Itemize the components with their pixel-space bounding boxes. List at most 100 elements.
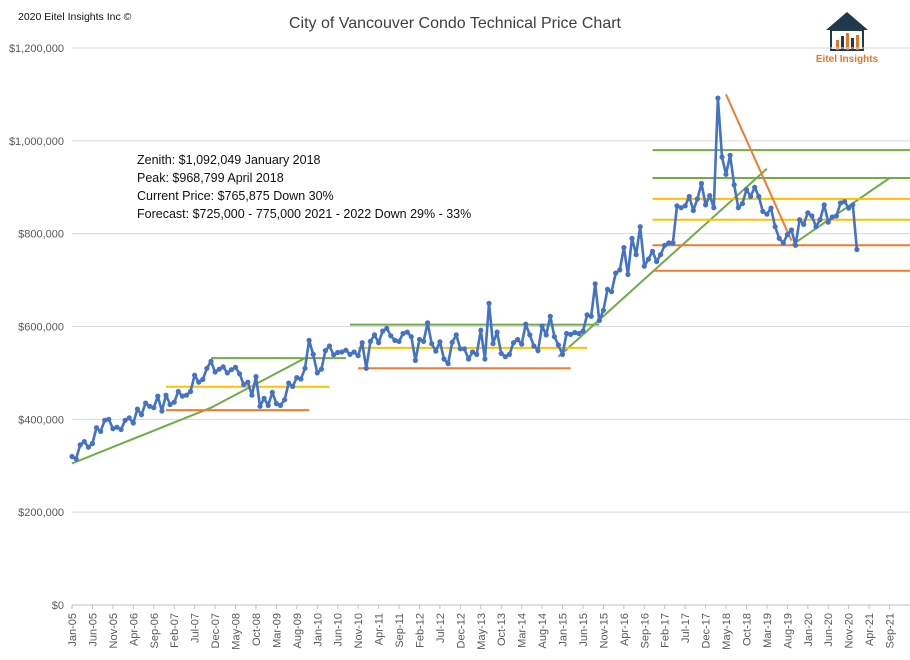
x-tick-label: Sep-11 <box>394 613 406 648</box>
data-point <box>183 392 190 398</box>
data-point <box>465 356 472 362</box>
data-point <box>527 332 533 338</box>
brand-logo: Eitel Insights <box>816 12 879 65</box>
data-point <box>367 338 373 344</box>
data-point <box>502 354 508 360</box>
x-tick-label: Jul-07 <box>190 613 202 643</box>
data-point <box>592 281 598 287</box>
data-point <box>559 351 566 357</box>
data-point <box>376 340 382 346</box>
data-point <box>609 289 615 295</box>
data-point <box>768 205 774 211</box>
y-tick-label: $1,200,000 <box>9 43 64 55</box>
data-point <box>703 202 709 208</box>
data-point <box>846 205 852 211</box>
data-point <box>788 227 795 233</box>
data-point <box>294 375 300 381</box>
data-point <box>437 339 443 345</box>
data-point <box>302 365 308 371</box>
data-point <box>187 388 194 395</box>
data-point <box>355 353 361 359</box>
x-tick-label: Mar-19 <box>762 613 774 648</box>
data-point <box>842 199 848 205</box>
data-point <box>85 444 91 450</box>
trendline-orange-15 <box>725 93 793 242</box>
data-point <box>159 408 165 414</box>
data-point <box>69 453 75 460</box>
y-tick-label: $600,000 <box>18 322 64 334</box>
data-point <box>318 366 324 372</box>
data-point <box>776 235 782 241</box>
data-point <box>106 416 112 422</box>
data-point <box>572 329 578 336</box>
data-point <box>715 95 721 101</box>
data-point <box>637 224 643 230</box>
data-point <box>555 342 562 348</box>
x-tick-label: Oct-13 <box>496 613 508 646</box>
data-point <box>130 420 136 426</box>
data-point <box>735 205 741 211</box>
data-point <box>433 348 439 354</box>
x-tick-label: Jun-10 <box>333 613 345 647</box>
data-point <box>486 300 492 306</box>
x-tick-label: Apr-16 <box>619 613 631 646</box>
trendline-green-0 <box>71 357 306 465</box>
data-point <box>784 232 791 238</box>
x-tick-label: Nov-15 <box>598 613 610 648</box>
x-tick-label: Jan-10 <box>312 613 324 647</box>
data-point <box>347 351 353 357</box>
data-point <box>241 381 247 388</box>
data-point <box>625 271 631 278</box>
x-tick-label: Jan-20 <box>803 613 815 647</box>
data-point <box>392 337 398 343</box>
data-point <box>204 365 210 371</box>
data-point <box>662 242 668 248</box>
x-tick-label: Feb-07 <box>169 613 181 648</box>
data-point <box>310 351 316 357</box>
y-tick-label: $400,000 <box>18 414 64 426</box>
data-point <box>833 213 840 219</box>
data-point <box>257 403 263 409</box>
data-point <box>600 307 607 313</box>
data-point <box>752 184 758 190</box>
data-point <box>290 383 296 389</box>
data-point <box>416 336 423 343</box>
trendlines <box>71 93 910 465</box>
data-point <box>588 313 594 319</box>
copyright-text: 2020 Eitel Insights Inc © <box>18 11 132 23</box>
data-point <box>245 379 251 385</box>
x-axis: Jan-05 Jun-05 Nov-05 Apr-06 Sep-06 Feb-07 Jul-… <box>67 605 897 650</box>
data-point <box>449 339 455 345</box>
annotation-current: Current Price: $765,875 Down 30% <box>137 189 334 203</box>
data-point <box>854 246 860 253</box>
data-point <box>126 415 132 421</box>
data-point <box>335 349 341 356</box>
data-point <box>523 321 529 327</box>
data-point <box>326 343 333 349</box>
data-point <box>102 417 108 423</box>
y-tick-label: $800,000 <box>18 229 64 241</box>
data-point <box>772 224 778 230</box>
data-point <box>482 356 488 362</box>
data-point <box>118 426 124 433</box>
x-tick-label: Apr-06 <box>128 613 140 646</box>
y-axis: $0 $200,000 $400,000 $600,000 $800,000 $1,000… <box>9 43 64 612</box>
data-point <box>547 313 553 319</box>
data-point <box>388 333 394 339</box>
annotation-block: Zenith: $1,092,049 January 2018 Peak: $9… <box>137 153 471 221</box>
data-point <box>453 332 459 338</box>
data-point <box>780 240 786 246</box>
data-point <box>478 327 484 333</box>
data-point <box>216 366 222 372</box>
data-point <box>457 346 463 352</box>
data-point <box>89 440 95 447</box>
logo-bar-2 <box>841 36 844 50</box>
trendline-green-6 <box>790 177 891 247</box>
x-tick-label: Jan-05 <box>67 613 79 647</box>
data-point <box>371 332 378 338</box>
data-point <box>196 379 202 385</box>
data-point <box>396 338 402 344</box>
trendline-green-3 <box>557 167 768 358</box>
gridlines <box>72 47 910 606</box>
